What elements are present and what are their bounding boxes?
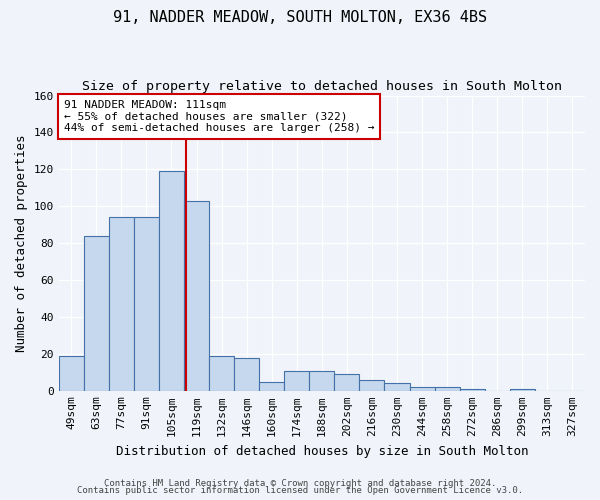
Title: Size of property relative to detached houses in South Molton: Size of property relative to detached ho… [82,80,562,93]
Bar [410,387,434,391]
Bar [159,171,184,391]
X-axis label: Distribution of detached houses by size in South Molton: Distribution of detached houses by size … [116,444,528,458]
Text: 91, NADDER MEADOW, SOUTH MOLTON, EX36 4BS: 91, NADDER MEADOW, SOUTH MOLTON, EX36 4B… [113,10,487,25]
Bar [134,218,159,391]
Text: 91 NADDER MEADOW: 111sqm
← 55% of detached houses are smaller (322)
44% of semi-: 91 NADDER MEADOW: 111sqm ← 55% of detach… [64,100,374,133]
Bar [310,370,334,391]
Text: Contains HM Land Registry data © Crown copyright and database right 2024.: Contains HM Land Registry data © Crown c… [104,478,496,488]
Y-axis label: Number of detached properties: Number of detached properties [15,134,28,352]
Bar [234,358,259,391]
Bar [209,356,234,391]
Bar [334,374,359,391]
Bar [460,389,485,391]
Bar [184,200,209,391]
Bar [434,387,460,391]
Bar [510,389,535,391]
Bar [359,380,385,391]
Bar [84,236,109,391]
Text: Contains public sector information licensed under the Open Government Licence v3: Contains public sector information licen… [77,486,523,495]
Bar [109,218,134,391]
Bar [385,384,410,391]
Bar [284,370,310,391]
Bar [59,356,84,391]
Bar [259,382,284,391]
